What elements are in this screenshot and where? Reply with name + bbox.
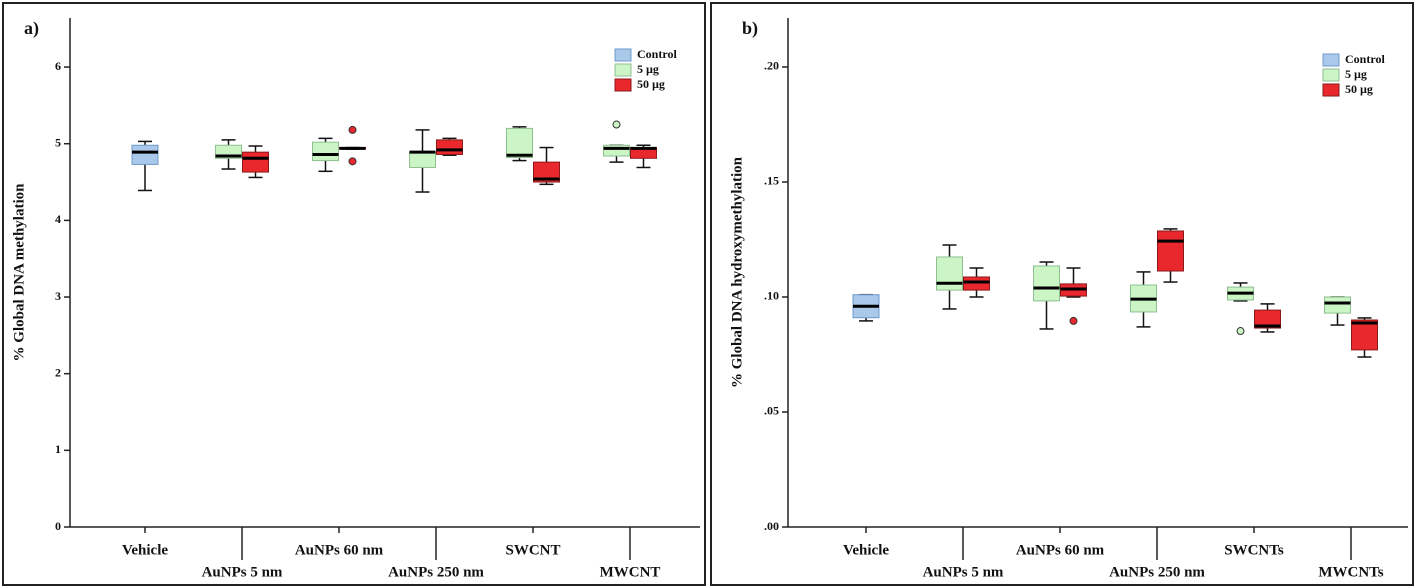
x-tick-label: AuNPs 60 nm [295,542,384,558]
legend-label: 50 µg [1345,82,1373,96]
outlier [612,120,621,129]
y-tick-label: 0 [55,519,61,533]
outlier [348,157,357,166]
box [1033,265,1060,302]
y-tick-label: 2 [55,365,61,379]
panel-frame [710,2,1414,586]
legend-label: 50 µg [637,77,665,91]
outlier [348,125,357,134]
box [1324,296,1351,314]
legend-swatch [1322,68,1340,82]
x-tick-label: AuNPs 60 nm [1016,542,1105,558]
y-tick-label: .20 [764,59,779,73]
y-axis-label: % Global DNA methylation [11,183,27,362]
x-tick-label: AuNPs 250 nm [1109,564,1205,580]
box [936,256,963,291]
y-tick-label: .15 [764,174,779,188]
y-tick-label: .05 [764,404,779,418]
outlier [1236,327,1245,336]
legend-label: Control [637,47,677,61]
x-tick-label: MWCNTs [1318,564,1383,580]
panel-frame [2,2,706,586]
legend-swatch [1322,83,1340,97]
y-tick-label: 5 [55,135,61,149]
box [1351,319,1378,351]
x-tick-label: Vehicle [843,542,889,558]
y-tick-label: .10 [764,289,779,303]
x-tick-label: SWCNT [505,542,560,558]
y-tick-label: 6 [55,59,61,73]
x-tick-label: MWCNT [600,564,661,580]
y-tick-label: 1 [55,442,61,456]
outlier [1069,316,1078,325]
y-axis-label: % Global DNA hydroxymethylation [729,156,745,388]
legend-swatch [1322,53,1340,67]
box [1157,230,1184,272]
box [1254,309,1281,329]
y-tick-label: 3 [55,289,61,303]
box [436,139,463,155]
box [131,144,159,165]
legend-swatch [614,63,632,77]
panel-label: a) [24,18,39,39]
legend-label: 5 µg [1345,67,1367,81]
box [533,161,560,183]
legend-swatch [614,78,632,92]
box [242,151,269,173]
x-tick-label: AuNPs 5 nm [923,564,1004,580]
x-tick-label: AuNPs 250 nm [388,564,484,580]
box [603,144,630,157]
y-tick-label: 4 [55,212,61,226]
panel-label: b) [742,18,758,39]
x-tick-label: AuNPs 5 nm [202,564,283,580]
x-tick-label: Vehicle [122,542,168,558]
legend-label: Control [1345,52,1385,66]
x-tick-label: SWCNTs [1224,542,1284,558]
y-tick-label: .00 [764,519,779,533]
box [409,151,436,168]
box [506,127,533,159]
legend-swatch [614,48,632,62]
legend-label: 5 µg [637,62,659,76]
box [312,141,339,162]
